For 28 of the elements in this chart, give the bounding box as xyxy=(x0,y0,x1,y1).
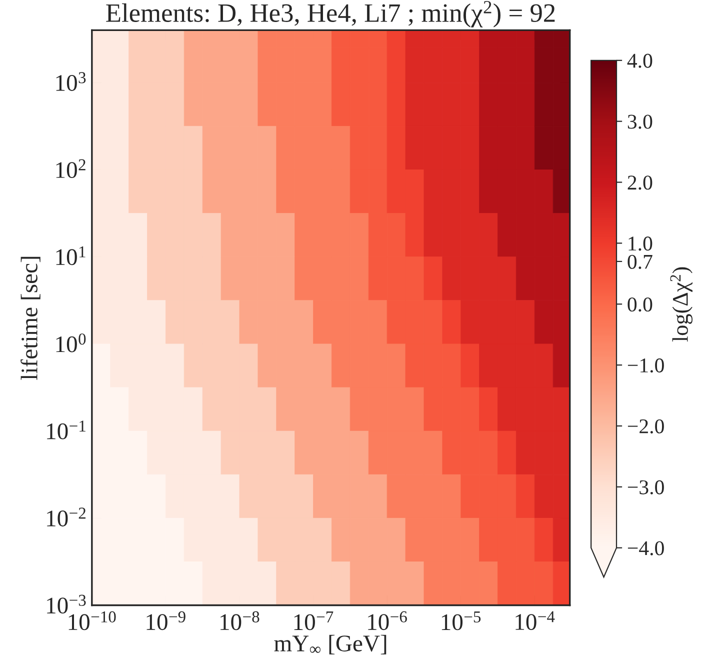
x-tick-label: 10$^{−10}$ xyxy=(68,611,116,630)
y-tick-label: 10$^{0}$ xyxy=(56,333,86,352)
color-bar-label: 2.0 xyxy=(628,176,652,190)
y-tick-label: 10$^{1}$ xyxy=(56,246,86,266)
x-tick-label: 10$^{−5}$ xyxy=(442,612,481,630)
color-bar-label: −2.0 xyxy=(628,419,664,434)
x-tick-label: 10$^{−6}$ xyxy=(368,611,407,630)
color-bar-label: −3.0 xyxy=(628,480,664,494)
x-tick-label: 10$^{−9}$ xyxy=(146,611,186,630)
color-bar-label: 4.0 xyxy=(627,54,652,68)
x-axis-title: mY$_{∞}$ [GeV] xyxy=(274,634,386,654)
y-tick-label: 10$^{−1}$ xyxy=(47,420,86,440)
y-tick-label: 10$^{−2}$ xyxy=(47,508,86,526)
color-bar-label: 3.0 xyxy=(628,114,652,129)
color-bar-title: log(Δχ$^{2}$) xyxy=(670,267,693,342)
color-bar-label: 1.0 xyxy=(628,236,652,251)
x-tick-label: 10$^{−4}$ xyxy=(516,611,555,630)
y-axis-title: lifetime [sec] xyxy=(20,256,40,380)
color-bar-label: −4.0 xyxy=(628,541,664,556)
chart-title: Elements: D, He3, He4, Li7 ; min(χ$^{2}$) = 92 xyxy=(106,1,555,28)
color-bar-label: 0.7 xyxy=(628,254,652,269)
y-tick-label: 10$^{2}$ xyxy=(56,159,86,178)
color-bar-label: −1.0 xyxy=(628,358,664,373)
x-tick-label: 10$^{−8}$ xyxy=(220,611,260,630)
x-tick-label: 10$^{−7}$ xyxy=(294,612,334,630)
color-bar-label: 0.0 xyxy=(628,297,652,312)
y-tick-label: 10$^{3}$ xyxy=(56,72,86,91)
y-tick-label: 10$^{−3}$ xyxy=(47,594,86,614)
